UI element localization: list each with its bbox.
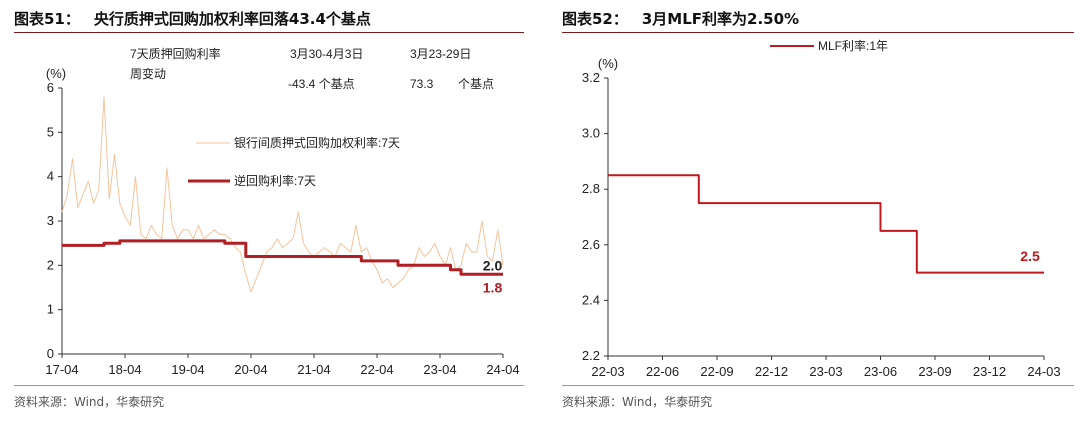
left-axes: 0 1 2 3 4 5 6(%) 17-04 18-04 19-04 20-04 21-04 22-04… xyxy=(45,66,519,377)
data-label: 1.8 xyxy=(483,280,503,296)
y-axis-label: (%) xyxy=(46,66,66,81)
right-chart-panel: 图表52： 3月MLF利率为2.50% 2.2 2.4 2.6 2.8 3.0 3.2 (%)… xyxy=(548,0,1080,424)
x-tick-label: 22-09 xyxy=(700,364,733,379)
y-tick-label: 1 xyxy=(47,302,54,317)
info-col2-value: 73.3 xyxy=(410,77,434,91)
data-label: 2.5 xyxy=(1020,248,1040,264)
info-col1-header: 3月30-4月3日 xyxy=(290,47,363,61)
y-tick-label: 2.8 xyxy=(582,181,600,196)
left-figure-number: 图表51： xyxy=(14,10,80,28)
x-tick-label: 24-03 xyxy=(1027,364,1060,379)
left-source-divider xyxy=(14,385,524,386)
x-tick-label: 24-04 xyxy=(486,362,519,377)
y-axis-label: (%) xyxy=(598,56,618,71)
y-tick-label: 6 xyxy=(47,80,54,95)
x-tick-label: 17-04 xyxy=(45,362,78,377)
y-tick-label: 0 xyxy=(47,346,54,361)
y-tick-label: 2.6 xyxy=(582,237,600,252)
info-col2-header: 3月23-29日 xyxy=(410,47,471,61)
x-tick-label: 18-04 xyxy=(108,362,141,377)
right-chart-title: 图表52： 3月MLF利率为2.50% xyxy=(562,6,1074,33)
x-tick-label: 22-03 xyxy=(591,364,624,379)
right-source-divider xyxy=(562,385,1074,386)
left-annotations: 2.01.8 xyxy=(483,257,503,295)
y-tick-label: 4 xyxy=(47,169,54,184)
x-tick-label: 19-04 xyxy=(171,362,204,377)
info-col1-value: -43.4 个基点 xyxy=(288,77,355,91)
legend-label: 逆回购利率:7天 xyxy=(234,173,316,188)
left-info-table: 7天质押回购利率 周变动 3月30-4月3日 3月23-29日 -43.4 个基… xyxy=(130,46,494,91)
right-source-note: 资料来源：Wind，华泰研究 xyxy=(562,395,713,409)
x-tick-label: 23-04 xyxy=(423,362,456,377)
right-title-text: 3月MLF利率为2.50% xyxy=(641,10,800,28)
legend-label: MLF利率:1年 xyxy=(818,38,888,53)
x-tick-label: 23-06 xyxy=(864,364,897,379)
y-tick-label: 2.2 xyxy=(582,348,600,363)
left-series-group xyxy=(61,96,504,293)
x-tick-label: 22-04 xyxy=(360,362,393,377)
y-tick-label: 3 xyxy=(47,213,54,228)
series-line xyxy=(608,174,1044,274)
right-figure-number: 图表52： xyxy=(562,10,628,28)
y-tick-label: 2 xyxy=(47,257,54,272)
series-line xyxy=(62,239,503,276)
x-tick-label: 23-09 xyxy=(918,364,951,379)
series-line xyxy=(61,96,504,293)
right-axes: 2.2 2.4 2.6 2.8 3.0 3.2(%) 22-03 22-06 22-09 22-1… xyxy=(582,56,1061,379)
info-row-label-line1: 7天质押回购利率 xyxy=(130,46,221,61)
right-annotations: 2.5 xyxy=(1020,248,1040,264)
x-tick-label: 21-04 xyxy=(297,362,330,377)
x-tick-label: 23-12 xyxy=(973,364,1006,379)
x-tick-label: 22-06 xyxy=(646,364,679,379)
data-label: 2.0 xyxy=(483,257,503,273)
legend-label: 银行间质押式回购加权利率:7天 xyxy=(234,135,400,150)
y-tick-label: 5 xyxy=(47,124,54,139)
info-row-label-line2: 周变动 xyxy=(130,66,166,81)
left-chart-title: 图表51： 央行质押式回购加权利率回落43.4个基点 xyxy=(14,6,524,33)
y-tick-label: 3.0 xyxy=(582,126,600,141)
right-series-group xyxy=(608,174,1044,274)
left-source-note: 资料来源：Wind，华泰研究 xyxy=(14,395,165,409)
left-title-text: 央行质押式回购加权利率回落43.4个基点 xyxy=(93,10,371,28)
x-tick-label: 22-12 xyxy=(755,364,788,379)
left-chart-panel: 图表51： 央行质押式回购加权利率回落43.4个基点 0 1 2 3 4 5 6 (%) 17-0… xyxy=(0,0,530,424)
left-chart-svg: 0 1 2 3 4 5 6(%) 17-04 18-04 19-04 20-04 21-04 22-04… xyxy=(45,46,519,377)
y-tick-label: 3.2 xyxy=(582,70,600,85)
x-tick-label: 20-04 xyxy=(234,362,267,377)
right-legend: MLF利率:1年 xyxy=(770,38,888,53)
right-chart-svg: 2.2 2.4 2.6 2.8 3.0 3.2(%) 22-03 22-06 22-09 22-1… xyxy=(582,38,1061,379)
x-tick-label: 23-03 xyxy=(809,364,842,379)
info-col2-unit: 个基点 xyxy=(458,77,494,91)
y-tick-label: 2.4 xyxy=(582,292,600,307)
